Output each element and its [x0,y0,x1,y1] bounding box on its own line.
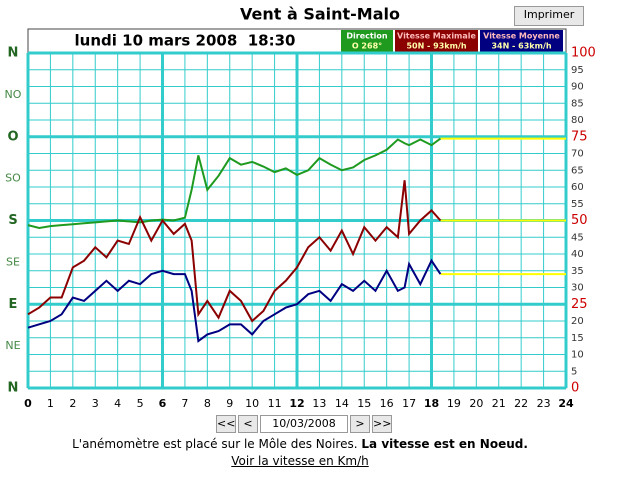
nav-date: 10/03/2008 [260,415,348,433]
nav-last[interactable]: >> [372,415,392,433]
legend-box [480,30,563,52]
y-tick-label: 35 [571,266,584,277]
y-tick-label: 70 [571,149,584,160]
note-bold: La vitesse est en Noeud. [361,437,528,451]
x-tick-label: 24 [558,397,574,410]
x-tick-label: 16 [380,397,394,410]
x-tick-label: 7 [181,397,188,410]
legend-current: 50N - 93km/h [406,42,466,51]
legend-box [395,30,478,52]
nav-prev[interactable]: < [238,415,258,433]
y-tick-label: 95 [571,65,584,76]
x-tick-label: 22 [514,397,528,410]
y-tick-label: 50 [571,213,588,228]
y-tick-label: 20 [571,316,584,327]
legend-label: Direction [346,32,388,41]
y-tick-label: 80 [571,115,584,126]
legend-label: Vitesse Maximale [397,32,477,41]
y2-tick-label: SE [6,255,20,268]
x-tick-label: 5 [137,397,144,410]
x-tick-label: 19 [447,397,461,410]
y-tick-label: 40 [571,249,584,260]
unit-link[interactable]: Voir la vitesse en Km/h [231,454,369,468]
x-tick-label: 14 [335,397,349,410]
y2-tick-label: S [8,213,17,228]
y-tick-label: 100 [571,46,596,61]
legend-label: Vitesse Moyenne [483,32,560,41]
legend-current: 34N - 63km/h [491,42,551,51]
y2-tick-label: NO [5,88,22,101]
note: L'anémomètre est placé sur le Môle des N… [72,437,358,451]
x-tick-label: 3 [92,397,99,410]
x-tick-label: 20 [469,397,483,410]
x-tick-label: 23 [537,397,551,410]
y-tick-label: 90 [571,82,584,93]
nav-first[interactable]: << [216,415,236,433]
x-tick-label: 9 [226,397,233,410]
x-tick-label: 8 [204,397,211,410]
legend-box [341,30,393,52]
x-tick-label: 0 [24,397,32,410]
y-tick-label: 0 [571,381,579,396]
x-tick-label: 10 [245,397,259,410]
series-line [27,258,442,343]
x-tick-label: 2 [69,397,76,410]
y-tick-label: 10 [571,350,584,361]
y-tick-label: 5 [571,366,577,377]
y-tick-label: 45 [571,232,584,243]
x-tick-label: 11 [268,397,282,410]
y2-tick-label: O [7,129,18,144]
x-tick-label: 6 [159,397,167,410]
y-tick-label: 15 [571,333,584,344]
x-tick-label: 15 [357,397,371,410]
series-line [27,137,442,229]
x-tick-label: 18 [424,397,439,410]
y-tick-label: 60 [571,182,584,193]
y2-tick-label: N [8,381,19,396]
x-tick-label: 21 [492,397,506,410]
x-tick-label: 12 [289,397,304,410]
chart-title: Vent à Saint-Malo [240,5,400,24]
x-tick-label: 13 [312,397,326,410]
x-tick-label: 17 [402,397,416,410]
y2-tick-label: SO [5,172,21,185]
date-nav: << < 10/03/2008 > >> [216,415,392,433]
y-tick-label: 25 [571,297,588,312]
y2-tick-label: NE [5,339,20,352]
chart-subtitle: lundi 10 mars 2008 18:30 [75,32,296,50]
series-line [27,180,442,323]
chart: Vent à Saint-Malo lundi 10 mars 2008 18:… [5,5,596,411]
nav-next[interactable]: > [350,415,370,433]
y-tick-label: 85 [571,98,584,109]
y2-tick-label: E [9,297,18,312]
y-tick-label: 30 [571,283,584,294]
y-tick-label: 75 [571,129,588,144]
x-tick-label: 1 [47,397,54,410]
y2-tick-label: N [8,46,19,61]
y-tick-label: 65 [571,165,584,176]
legend-current: O 268° [352,42,382,51]
print-button[interactable]: Imprimer [514,6,584,26]
y-tick-label: 55 [571,199,584,210]
footnote: L'anémomètre est placé sur le Môle des N… [0,437,600,451]
link-row: Voir la vitesse en Km/h [0,454,600,468]
x-tick-label: 4 [114,397,121,410]
